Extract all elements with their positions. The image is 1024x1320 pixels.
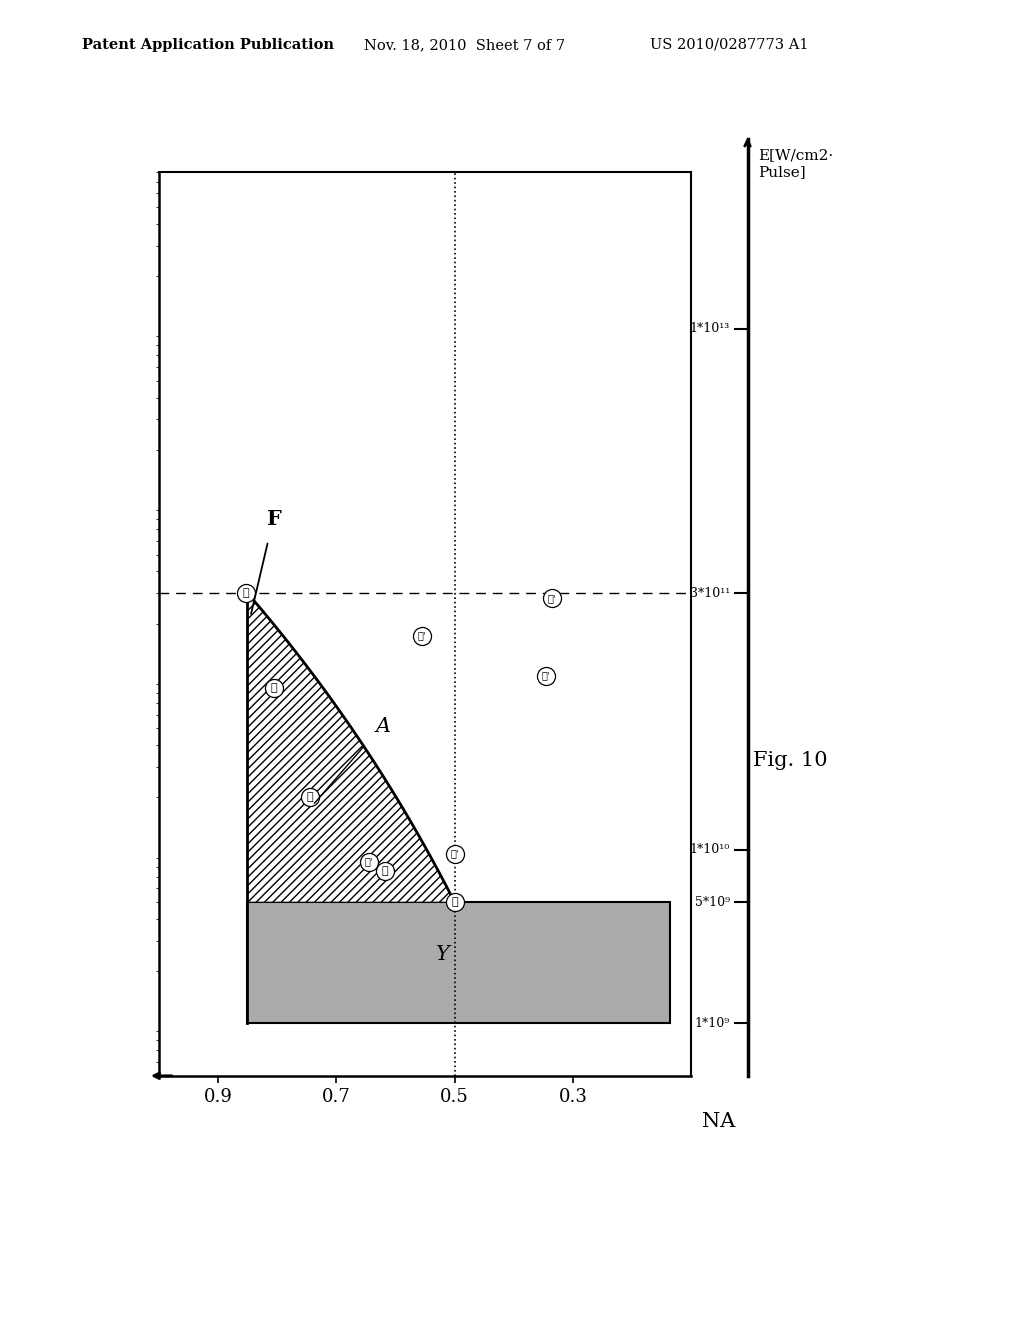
Text: 1*10¹⁰: 1*10¹⁰ [690, 843, 730, 857]
Text: Fig. 10: Fig. 10 [753, 751, 827, 770]
Text: Patent Application Publication: Patent Application Publication [82, 38, 334, 51]
Text: 1*10¹³: 1*10¹³ [690, 322, 730, 335]
Text: 5*10⁹: 5*10⁹ [695, 895, 730, 908]
Text: ④': ④' [418, 631, 426, 640]
Text: ③': ③' [542, 672, 551, 681]
Text: ⑥': ⑥' [451, 849, 459, 858]
Text: A: A [376, 717, 391, 737]
Text: Pulse]: Pulse] [758, 165, 806, 180]
Text: 1*10⁹: 1*10⁹ [695, 1016, 730, 1030]
Bar [248, 902, 671, 1023]
Text: 3*10¹¹: 3*10¹¹ [690, 586, 730, 599]
Text: ①': ①' [548, 594, 556, 603]
Text: ⑤: ⑤ [452, 898, 458, 907]
Text: F: F [266, 510, 282, 529]
Text: ②: ② [270, 684, 278, 693]
Text: ①: ① [243, 589, 250, 598]
Text: E[W/cm2·: E[W/cm2· [758, 148, 833, 162]
Text: ③: ③ [306, 792, 313, 803]
Text: Y: Y [436, 945, 450, 964]
Text: NA: NA [701, 1111, 735, 1131]
Text: Nov. 18, 2010  Sheet 7 of 7: Nov. 18, 2010 Sheet 7 of 7 [364, 38, 564, 51]
Polygon shape [248, 593, 455, 902]
Text: ④: ④ [381, 866, 388, 876]
Text: ②': ②' [365, 858, 373, 866]
Text: US 2010/0287773 A1: US 2010/0287773 A1 [650, 38, 809, 51]
